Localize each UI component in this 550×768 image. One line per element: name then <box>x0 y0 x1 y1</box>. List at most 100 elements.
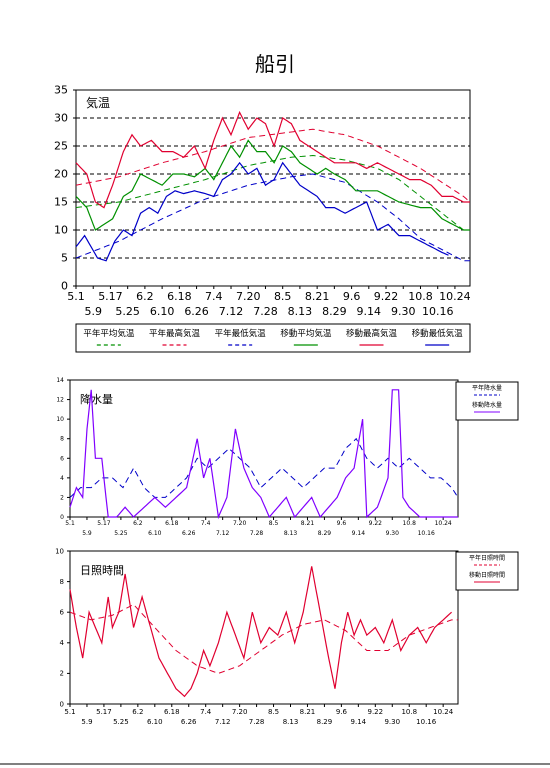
y-tick-label: 4 <box>60 639 65 647</box>
x-tick-label: 8.21 <box>305 290 330 303</box>
x-tick-label: 6.2 <box>132 708 143 716</box>
y-tick-label: 2 <box>60 670 64 678</box>
x-tick-label: 8.13 <box>288 305 313 318</box>
series-line-2 <box>69 566 453 698</box>
x-tick-label: 7.12 <box>216 530 230 537</box>
legend-box <box>455 381 519 421</box>
chart-2: 0 2 4 6 8 10 12 14 5.1 5.17 6.2 6.18 7.4 7.20 8.5 8.21 9… <box>56 377 519 537</box>
x-tick-label: 6.10 <box>147 718 163 726</box>
x-tick-label: 9.30 <box>391 305 416 318</box>
x-tick-label: 10.16 <box>422 305 454 318</box>
y-tick-label: 10 <box>55 547 64 555</box>
x-tick-label: 6.26 <box>184 305 209 318</box>
x-tick-label: 9.14 <box>352 530 366 537</box>
series-line-3 <box>75 173 470 262</box>
x-tick-label: 10.8 <box>408 290 433 303</box>
x-tick-label: 8.13 <box>283 718 299 726</box>
y-tick-label: 0 <box>60 700 64 708</box>
y-tick-label: 30 <box>54 112 68 125</box>
x-tick-label: 5.1 <box>65 520 75 527</box>
legend-label: 移動日照時間 <box>469 571 505 579</box>
x-tick-label: 8.13 <box>284 530 298 537</box>
legend-label: 平年平均気温 <box>83 328 135 339</box>
x-tick-label: 8.5 <box>268 708 279 716</box>
x-tick-label: 9.22 <box>369 520 383 527</box>
x-tick-label: 5.17 <box>97 520 111 527</box>
x-tick-label: 7.28 <box>249 718 265 726</box>
x-tick-label: 9.30 <box>384 718 400 726</box>
x-tick-label: 10.24 <box>433 708 454 716</box>
y-tick-label: 6 <box>60 609 65 617</box>
x-tick-label: 6.26 <box>181 718 197 726</box>
x-tick-label: 7.4 <box>205 290 223 303</box>
page-title: 船引 <box>255 52 295 76</box>
x-tick-label: 5.17 <box>96 708 112 716</box>
x-tick-label: 9.6 <box>336 708 348 716</box>
x-tick-label: 7.4 <box>200 708 212 716</box>
plot-frame <box>75 89 471 287</box>
y-tick-label: 12 <box>56 397 64 404</box>
x-tick-label: 7.28 <box>253 305 278 318</box>
y-tick-label: 0 <box>61 280 68 293</box>
y-tick-label: 25 <box>54 140 68 153</box>
legend-label: 移動降水量 <box>472 401 502 409</box>
y-tick-label: 5 <box>61 252 68 265</box>
x-tick-label: 7.20 <box>233 520 247 527</box>
x-tick-label: 10.16 <box>418 530 435 537</box>
y-tick-label: 4 <box>60 475 64 482</box>
chart-1: 0 5 10 15 20 25 30 35 5.1 5.17 6.2 6.18 7.4 7.20 8.5 8.… <box>54 84 471 353</box>
x-tick-label: 7.12 <box>219 305 244 318</box>
y-tick-label: 8 <box>60 436 64 443</box>
series-line-2 <box>75 128 471 203</box>
x-tick-label: 10.24 <box>439 290 471 303</box>
x-tick-label: 5.25 <box>113 718 129 726</box>
x-tick-label: 6.10 <box>150 305 175 318</box>
series-line-6 <box>75 161 449 262</box>
x-tick-label: 8.29 <box>318 530 332 537</box>
y-tick-label: 6 <box>60 455 64 462</box>
x-tick-label: 8.21 <box>301 520 315 527</box>
x-tick-label: 7.4 <box>201 520 211 527</box>
plot-frame <box>69 379 459 518</box>
y-tick-label: 14 <box>56 377 64 384</box>
x-tick-label: 9.22 <box>374 290 399 303</box>
x-tick-label: 6.18 <box>165 520 179 527</box>
x-tick-label: 7.12 <box>215 718 231 726</box>
x-tick-label: 10.8 <box>401 708 417 716</box>
y-tick-label: 10 <box>54 224 68 237</box>
series-line-1 <box>75 154 470 231</box>
legend-label: 平年日照時間 <box>469 554 505 562</box>
legend-box <box>75 323 471 353</box>
y-tick-label: 0 <box>60 514 64 521</box>
x-tick-label: 5.9 <box>81 718 92 726</box>
plot-frame <box>69 550 459 705</box>
x-tick-label: 5.9 <box>82 530 92 537</box>
x-tick-label: 8.21 <box>300 708 316 716</box>
x-tick-label: 5.17 <box>98 290 123 303</box>
x-tick-label: 9.6 <box>343 290 361 303</box>
legend-label: 平年最高気温 <box>149 328 201 339</box>
legend-label: 移動平均気温 <box>280 328 332 339</box>
x-tick-label: 8.29 <box>322 305 347 318</box>
x-tick-label: 8.5 <box>269 520 279 527</box>
x-tick-label: 5.1 <box>67 290 85 303</box>
x-tick-label: 6.2 <box>133 520 143 527</box>
x-tick-label: 5.25 <box>115 305 140 318</box>
x-tick-label: 8.5 <box>274 290 292 303</box>
chart-title: 日照時間 <box>80 564 124 577</box>
legend-label: 移動最低気温 <box>412 328 464 339</box>
series-line-1 <box>69 603 458 674</box>
x-tick-label: 7.20 <box>236 290 261 303</box>
x-tick-label: 10.16 <box>416 718 437 726</box>
legend-label: 平年最低気温 <box>215 328 267 339</box>
x-tick-label: 5.25 <box>114 530 128 537</box>
x-tick-label: 5.1 <box>64 708 75 716</box>
x-tick-label: 7.20 <box>232 708 248 716</box>
x-tick-label: 7.28 <box>250 530 264 537</box>
y-tick-label: 8 <box>60 578 64 586</box>
x-tick-label: 9.22 <box>368 708 384 716</box>
chart-title: 降水量 <box>80 392 113 406</box>
legend-label: 移動最高気温 <box>346 328 398 339</box>
